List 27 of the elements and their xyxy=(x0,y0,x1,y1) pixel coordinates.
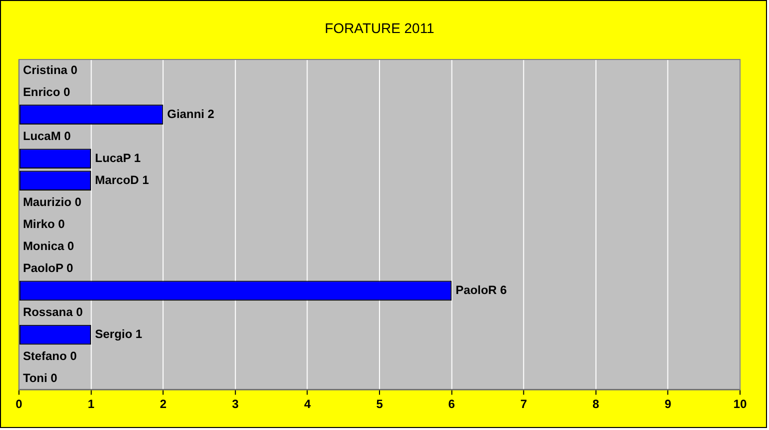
category-label: Rossana 0 xyxy=(22,305,83,320)
category-label: Gianni 2 xyxy=(167,106,214,121)
x-tick-label: 5 xyxy=(376,397,384,412)
x-tick-label: 9 xyxy=(664,397,672,412)
x-tick-label: 7 xyxy=(520,397,528,412)
x-tick-label: 8 xyxy=(592,397,600,412)
category-label: Monica 0 xyxy=(22,238,74,253)
category-label: Mirko 0 xyxy=(22,216,65,231)
category-label: Cristina 0 xyxy=(22,62,78,77)
x-tick-label: 3 xyxy=(232,397,239,412)
category-label: LucaM 0 xyxy=(22,128,71,143)
x-tick-label: 2 xyxy=(160,397,167,412)
category-label: Sergio 1 xyxy=(95,327,142,342)
x-tick-label: 4 xyxy=(304,397,312,412)
x-tick-label: 10 xyxy=(733,397,748,412)
category-label: Stefano 0 xyxy=(22,349,77,364)
x-tick-label: 6 xyxy=(448,397,456,412)
category-label: Enrico 0 xyxy=(22,84,70,99)
category-label: Maurizio 0 xyxy=(22,194,82,209)
chart-title: FORATURE 2011 xyxy=(324,20,435,36)
category-label: Toni 0 xyxy=(22,371,58,386)
x-tick-label: 0 xyxy=(16,397,23,412)
category-label: PaoloP 0 xyxy=(22,260,74,275)
category-label: MarcoD 1 xyxy=(95,172,149,187)
category-label: PaoloR 6 xyxy=(456,283,507,297)
x-tick-label: 1 xyxy=(88,397,95,412)
category-label: LucaP 1 xyxy=(95,150,141,165)
